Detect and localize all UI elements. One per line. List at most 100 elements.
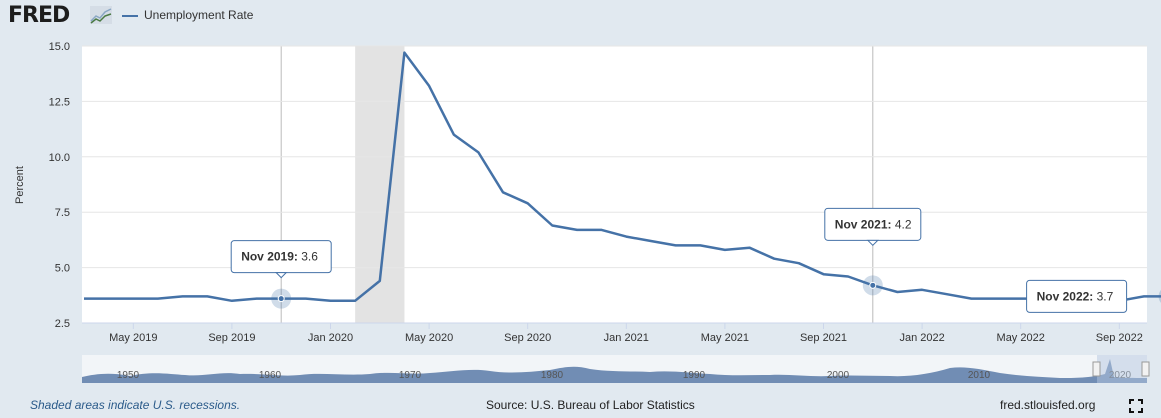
y-tick-label: 2.5 (55, 318, 70, 330)
data-point[interactable] (894, 289, 900, 295)
tooltip: Nov 2021: 4.2 (824, 207, 922, 247)
tooltip-value: 3.7 (1093, 289, 1113, 303)
trend-line-icon (90, 6, 112, 24)
y-tick-label: 5.0 (55, 263, 70, 275)
data-point[interactable] (1018, 296, 1024, 302)
data-point[interactable] (648, 238, 654, 244)
data-point[interactable] (919, 287, 925, 293)
series-line-unemployment[interactable] (84, 51, 1161, 303)
navigator-year-label: 1960 (259, 370, 282, 381)
data-point[interactable] (697, 242, 703, 248)
tooltip-box (1026, 279, 1128, 313)
navigator-year-label: 1950 (117, 370, 140, 381)
data-point[interactable] (574, 227, 580, 233)
tooltip-text: Nov 2019: 3.6 (241, 250, 318, 264)
data-point[interactable] (204, 293, 210, 299)
data-point[interactable] (845, 273, 851, 279)
navigator[interactable]: 19501960197019801990200020102020 (82, 355, 1150, 383)
data-point[interactable] (81, 296, 87, 302)
x-tick-label: May 2021 (701, 332, 749, 344)
data-point[interactable] (254, 296, 260, 302)
data-point[interactable] (106, 296, 112, 302)
data-point[interactable] (968, 296, 974, 302)
site-link[interactable]: fred.stlouisfed.org (1000, 398, 1096, 412)
data-point[interactable] (155, 296, 161, 302)
tooltip-layer: Nov 2019: 3.6 Nov 2021: 4.2 Nov 2022: 3.7 (230, 207, 1161, 313)
data-point[interactable] (549, 222, 555, 228)
x-tick-label: Jan 2020 (308, 332, 353, 344)
hover-halo (1158, 289, 1161, 303)
tooltip-date: Nov 2022: (1037, 289, 1094, 303)
legend-series-label[interactable]: Unemployment Rate (144, 8, 254, 22)
data-point[interactable] (303, 296, 309, 302)
tooltip-date: Nov 2019: (241, 250, 298, 264)
data-point[interactable] (475, 149, 481, 155)
y-tick-label: 15.0 (49, 41, 70, 53)
tooltip-date: Nov 2021: (835, 217, 892, 231)
x-tick-label: May 2019 (109, 332, 157, 344)
data-point[interactable] (180, 293, 186, 299)
data-point[interactable] (1141, 293, 1147, 299)
data-point[interactable] (229, 298, 235, 304)
data-point[interactable] (451, 132, 457, 138)
y-tick-label: 7.5 (55, 207, 70, 219)
x-tick-label: Sep 2021 (800, 332, 847, 344)
fred-logo[interactable]: FRED (8, 3, 70, 28)
data-point[interactable] (821, 271, 827, 277)
x-tick-label: May 2022 (997, 332, 1045, 344)
data-point[interactable] (771, 256, 777, 262)
data-point[interactable] (500, 189, 506, 195)
recession-note: Shaded areas indicate U.S. recessions. (30, 398, 241, 412)
navigator-year-label: 2010 (968, 370, 991, 381)
navigator-handle-right[interactable] (1141, 361, 1150, 377)
y-tick-label: 10.0 (49, 152, 70, 164)
data-point[interactable] (426, 83, 432, 89)
chart-header: FRED Unemployment Rate (0, 0, 1161, 34)
tooltip: Nov 2022: 3.7 (1026, 279, 1128, 313)
source-text: Source: U.S. Bureau of Labor Statistics (486, 398, 695, 412)
x-tick-label: Sep 2022 (1096, 332, 1143, 344)
tooltip-text: Nov 2021: 4.2 (835, 217, 912, 231)
navigator-year-label: 1980 (541, 370, 564, 381)
x-tick-label: May 2020 (405, 332, 453, 344)
tooltip-value: 3.6 (298, 250, 318, 264)
data-point[interactable] (796, 260, 802, 266)
x-tick-label: Sep 2019 (208, 332, 255, 344)
data-point[interactable] (623, 234, 629, 240)
navigator-area (82, 359, 1147, 383)
data-point[interactable] (673, 242, 679, 248)
hover-marker[interactable] (277, 295, 285, 303)
x-axis: May 2019 Sep 2019 Jan 2020 May 2020 Sep 2020… (82, 322, 1147, 344)
fullscreen-icon[interactable] (1129, 399, 1143, 413)
tooltip-text: Nov 2022: 3.7 (1037, 289, 1114, 303)
unemployment-chart[interactable]: 2.5 5.0 7.5 10.0 12.5 15.0 May 2019 Sep 2019 Ja… (0, 0, 1161, 395)
data-point[interactable] (377, 278, 383, 284)
data-point[interactable] (352, 298, 358, 304)
tooltip-pointer (274, 272, 288, 279)
data-point[interactable] (747, 245, 753, 251)
y-tick-label: 12.5 (49, 96, 70, 108)
hover-marker[interactable] (869, 281, 877, 289)
x-tick-label: Jan 2022 (899, 332, 944, 344)
tooltip-pointer (866, 239, 880, 247)
plot-area (82, 46, 1147, 323)
data-point[interactable] (944, 291, 950, 297)
navigator-year-label: 2000 (827, 370, 850, 381)
data-point[interactable] (599, 227, 605, 233)
navigator-year-label: 1990 (683, 370, 706, 381)
data-point[interactable] (525, 200, 531, 206)
tooltip-value: 4.2 (892, 217, 912, 231)
y-axis-label: Percent (14, 166, 26, 204)
tooltip: Nov 2019: 3.6 (230, 240, 332, 279)
x-tick-label: Jan 2021 (604, 332, 649, 344)
data-point[interactable] (722, 247, 728, 253)
data-point[interactable] (130, 296, 136, 302)
navigator-selection[interactable] (1097, 355, 1147, 383)
data-point[interactable] (401, 50, 407, 56)
data-point[interactable] (993, 296, 999, 302)
data-point[interactable] (328, 298, 334, 304)
navigator-year-label: 1970 (399, 370, 422, 381)
legend-line-swatch (122, 15, 138, 17)
x-tick-label: Sep 2020 (504, 332, 551, 344)
navigator-handle-left[interactable] (1092, 361, 1101, 377)
